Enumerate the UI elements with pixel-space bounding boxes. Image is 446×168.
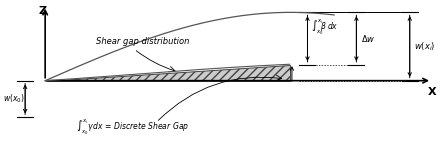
Polygon shape: [45, 65, 290, 81]
Text: $w(x_0)$: $w(x_0)$: [3, 93, 25, 105]
Text: X: X: [428, 87, 436, 97]
Text: Shear gap distribution: Shear gap distribution: [96, 37, 190, 46]
Text: $\int_{x_0}^{x_i} \gamma\, dx$ = Discrete Shear Gap: $\int_{x_0}^{x_i} \gamma\, dx$ = Discret…: [76, 118, 190, 137]
Text: Z: Z: [39, 6, 47, 16]
Text: $w(x_i)$: $w(x_i)$: [414, 40, 436, 53]
Text: $\int_{x_0}^{x_i}\! \beta\, dx$: $\int_{x_0}^{x_i}\! \beta\, dx$: [311, 17, 339, 37]
Text: $\Delta w$: $\Delta w$: [361, 33, 376, 44]
